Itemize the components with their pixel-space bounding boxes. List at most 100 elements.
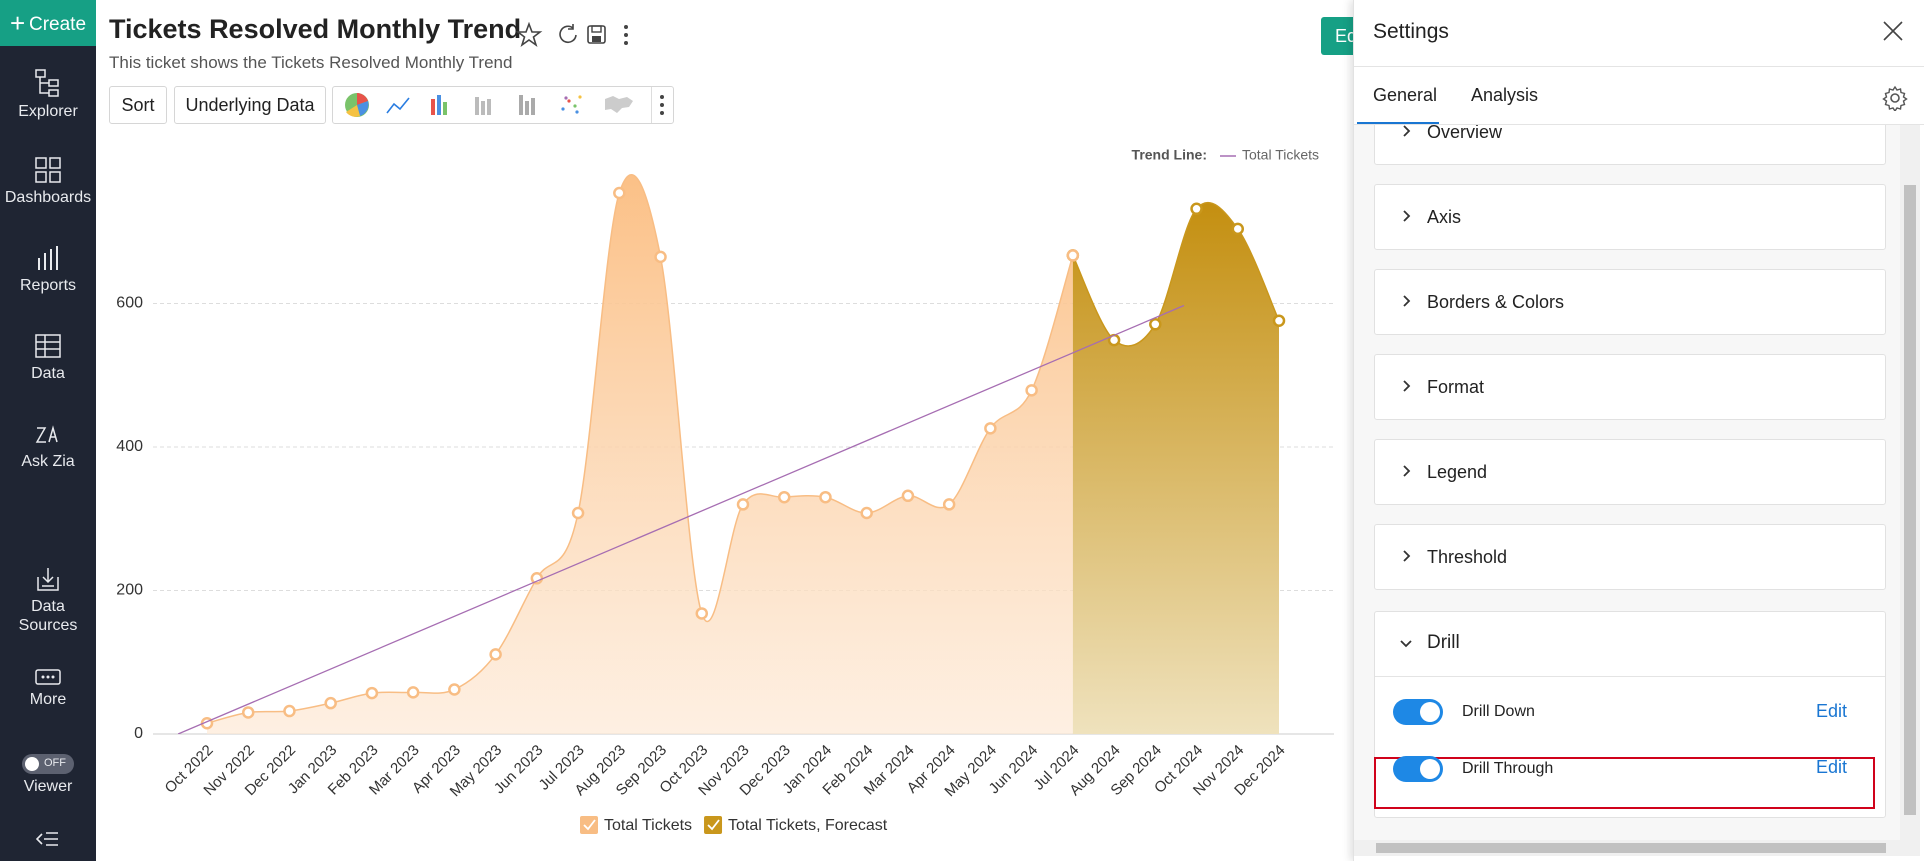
y-tick-label: 400 bbox=[116, 438, 143, 455]
y-tick-label: 200 bbox=[116, 582, 143, 599]
section-label: Format bbox=[1427, 377, 1485, 397]
settings-section[interactable]: Overview bbox=[1374, 125, 1886, 165]
data-point bbox=[571, 506, 585, 520]
close-icon[interactable] bbox=[1882, 20, 1904, 42]
data-point bbox=[1149, 318, 1162, 331]
settings-title: Settings bbox=[1373, 20, 1449, 43]
drill-down-edit[interactable]: Edit bbox=[1816, 701, 1848, 721]
divider bbox=[1354, 66, 1924, 67]
more-actions-icon[interactable] bbox=[624, 25, 628, 45]
nav-label: Reports bbox=[19, 277, 77, 294]
chart-type-bar bbox=[332, 86, 674, 124]
legend-item[interactable]: Total Tickets bbox=[580, 816, 692, 834]
reports-icon bbox=[38, 246, 58, 270]
drill-section: Drill Drill Down Edit Drill Through Edit bbox=[1374, 611, 1886, 818]
data-point bbox=[901, 489, 915, 503]
favorite-icon[interactable] bbox=[516, 22, 543, 48]
data-point bbox=[448, 683, 461, 696]
vertical-scrollbar[interactable] bbox=[1900, 125, 1920, 840]
viewer-label: Viewer bbox=[23, 778, 73, 795]
drill-through-edit[interactable]: Edit bbox=[1816, 757, 1848, 777]
legend-item[interactable]: Total Tickets, Forecast bbox=[704, 816, 888, 834]
data-point bbox=[324, 696, 337, 710]
settings-section[interactable]: Threshold bbox=[1374, 524, 1886, 590]
horizontal-scrollbar[interactable] bbox=[1354, 840, 1920, 856]
zia-icon bbox=[35, 425, 58, 443]
highlight-box bbox=[1374, 757, 1875, 809]
chart-type-icons bbox=[345, 87, 664, 123]
data-point bbox=[406, 686, 420, 699]
data-point bbox=[365, 686, 379, 700]
drill-down-toggle[interactable] bbox=[1393, 699, 1443, 725]
toggle-label: OFF bbox=[44, 757, 66, 769]
nav-reports[interactable]: Reports bbox=[0, 244, 96, 295]
nav-label: Ask Zia bbox=[21, 453, 75, 470]
drill-through-label: Drill Through bbox=[1462, 760, 1554, 777]
scatter-icon[interactable] bbox=[561, 95, 582, 114]
settings-section[interactable]: Format bbox=[1374, 354, 1886, 420]
data-point bbox=[241, 706, 255, 719]
y-tick-label: 600 bbox=[116, 295, 143, 312]
tab-analysis[interactable]: Analysis bbox=[1471, 85, 1539, 105]
nav-label: Dashboards bbox=[4, 189, 92, 206]
data-point bbox=[819, 490, 832, 504]
pie-icon[interactable] bbox=[345, 93, 369, 117]
data-point bbox=[736, 498, 750, 511]
underlying-data-button[interactable]: Underlying Data bbox=[174, 86, 326, 124]
create-button[interactable]: + Create bbox=[0, 0, 96, 46]
more-icon bbox=[35, 669, 61, 685]
collapse-icon[interactable] bbox=[36, 831, 60, 847]
nav-label: Data bbox=[31, 365, 65, 382]
nav-label: Data Sources bbox=[18, 598, 78, 634]
data-point bbox=[695, 607, 709, 620]
data-point bbox=[1231, 222, 1245, 236]
toolbar-more-icon[interactable] bbox=[651, 87, 664, 123]
legend-check bbox=[583, 819, 596, 831]
refresh-icon[interactable] bbox=[559, 24, 577, 44]
trend-line bbox=[177, 304, 1185, 734]
line-icon[interactable] bbox=[386, 97, 410, 114]
sort-button[interactable]: Sort bbox=[109, 86, 167, 124]
collapse-chevron bbox=[1403, 465, 1411, 477]
legend-label: Total Tickets bbox=[604, 817, 692, 834]
scroll-thumb[interactable] bbox=[1904, 185, 1916, 815]
nav-explorer[interactable]: Explorer bbox=[0, 68, 96, 121]
area bbox=[1072, 202, 1279, 734]
scroll-thumb[interactable] bbox=[1376, 843, 1886, 853]
nav-data[interactable]: Data bbox=[0, 332, 96, 383]
data-icon bbox=[35, 334, 61, 358]
map-icon[interactable] bbox=[605, 96, 633, 113]
viewer-toggle[interactable]: OFF bbox=[22, 754, 74, 774]
nav-dashboards[interactable]: Dashboards bbox=[0, 156, 96, 207]
settings-scroll-area: Drill Drill Down Edit Drill Through Edit… bbox=[1354, 125, 1900, 840]
drill-down-label: Drill Down bbox=[1462, 703, 1535, 720]
plus-icon: + bbox=[9, 8, 26, 38]
expand-chevron bbox=[1400, 640, 1412, 648]
data-point bbox=[1025, 384, 1038, 397]
bar-icon[interactable] bbox=[431, 95, 447, 115]
settings-section[interactable]: Borders & Colors bbox=[1374, 269, 1886, 335]
settings-section[interactable]: Legend bbox=[1374, 439, 1886, 505]
settings-section[interactable]: Axis bbox=[1374, 184, 1886, 250]
data-point bbox=[613, 186, 626, 200]
save-icon[interactable] bbox=[587, 25, 606, 44]
report-title: Tickets Resolved Monthly Trend bbox=[109, 14, 522, 44]
nav-more[interactable]: More bbox=[0, 668, 96, 709]
stacked-icon[interactable] bbox=[475, 97, 491, 115]
legend-check bbox=[707, 819, 720, 831]
chart: Trend Line: Total Tickets 0200400600Oct … bbox=[116, 147, 1334, 834]
settings-gear-icon[interactable] bbox=[1882, 85, 1908, 111]
create-label: Create bbox=[28, 14, 87, 35]
section-label: Axis bbox=[1427, 207, 1462, 227]
data-point bbox=[984, 422, 997, 435]
drill-through-toggle[interactable] bbox=[1393, 756, 1443, 782]
data-point bbox=[942, 498, 956, 511]
nav-ask-zia[interactable]: Ask Zia bbox=[0, 420, 96, 471]
toggle-knob bbox=[25, 757, 39, 771]
nav-data-sources[interactable]: Data Sources bbox=[0, 565, 96, 635]
section-label: Legend bbox=[1427, 462, 1488, 482]
tab-general[interactable]: General bbox=[1373, 85, 1438, 105]
column-icon[interactable] bbox=[519, 95, 535, 115]
sidebar: + Create Explorer Dashboards Reports Dat… bbox=[0, 0, 96, 861]
drill-title[interactable]: Drill bbox=[1427, 632, 1460, 653]
